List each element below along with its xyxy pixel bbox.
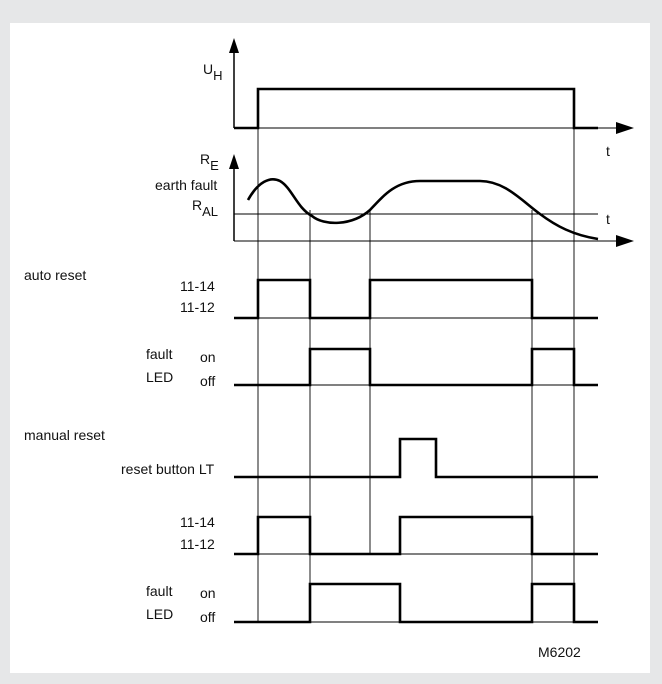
re-label: RE	[200, 151, 219, 173]
auto-contact-1112-label: 11-12	[180, 299, 215, 315]
auto-led-label: LED	[146, 369, 173, 385]
timing-diagram: UH t RE earth fault RAL t auto reset 11-…	[24, 38, 634, 660]
manual-on-label: on	[200, 585, 216, 601]
manual-reset-label: manual reset	[24, 427, 105, 443]
manual-led-label: LED	[146, 606, 173, 622]
re-axis-arrowhead	[229, 154, 239, 169]
auto-reset-contact-signal	[234, 278, 598, 320]
diagram-panel: UH t RE earth fault RAL t auto reset 11-…	[10, 23, 650, 673]
ral-label: RAL	[192, 197, 218, 219]
manual-reset-contact-signal	[234, 515, 598, 556]
auto-fault-label: fault	[146, 346, 173, 362]
reset-button-label: reset button LT	[121, 461, 215, 477]
earth-resistance-axis	[229, 154, 634, 247]
manual-contact-1114-label: 11-14	[180, 514, 215, 530]
auto-off-label: off	[200, 373, 215, 389]
re-time-arrowhead	[616, 235, 634, 247]
uh-time-arrowhead	[616, 122, 634, 134]
manual-reset-fault-led-signal	[234, 582, 598, 624]
manual-contact-1112-label: 11-12	[180, 536, 215, 552]
time-label-1: t	[606, 143, 610, 159]
event-guide-lines	[257, 89, 575, 622]
auto-contact-1114-label: 11-14	[180, 278, 215, 294]
supply-voltage-axis	[229, 38, 634, 134]
auto-reset-label: auto reset	[24, 267, 86, 283]
manual-off-label: off	[200, 609, 215, 625]
uh-label: UH	[203, 61, 223, 83]
time-label-2: t	[606, 211, 610, 227]
supply-voltage-signal	[234, 87, 598, 130]
uh-axis-arrowhead	[229, 38, 239, 53]
earth-fault-label: earth fault	[155, 177, 217, 193]
reset-button-signal	[234, 437, 598, 479]
earth-resistance-curve	[246, 178, 599, 241]
figure-id-label: M6202	[538, 644, 581, 660]
auto-on-label: on	[200, 349, 216, 365]
auto-reset-fault-led-signal	[234, 347, 598, 387]
manual-fault-label: fault	[146, 583, 173, 599]
